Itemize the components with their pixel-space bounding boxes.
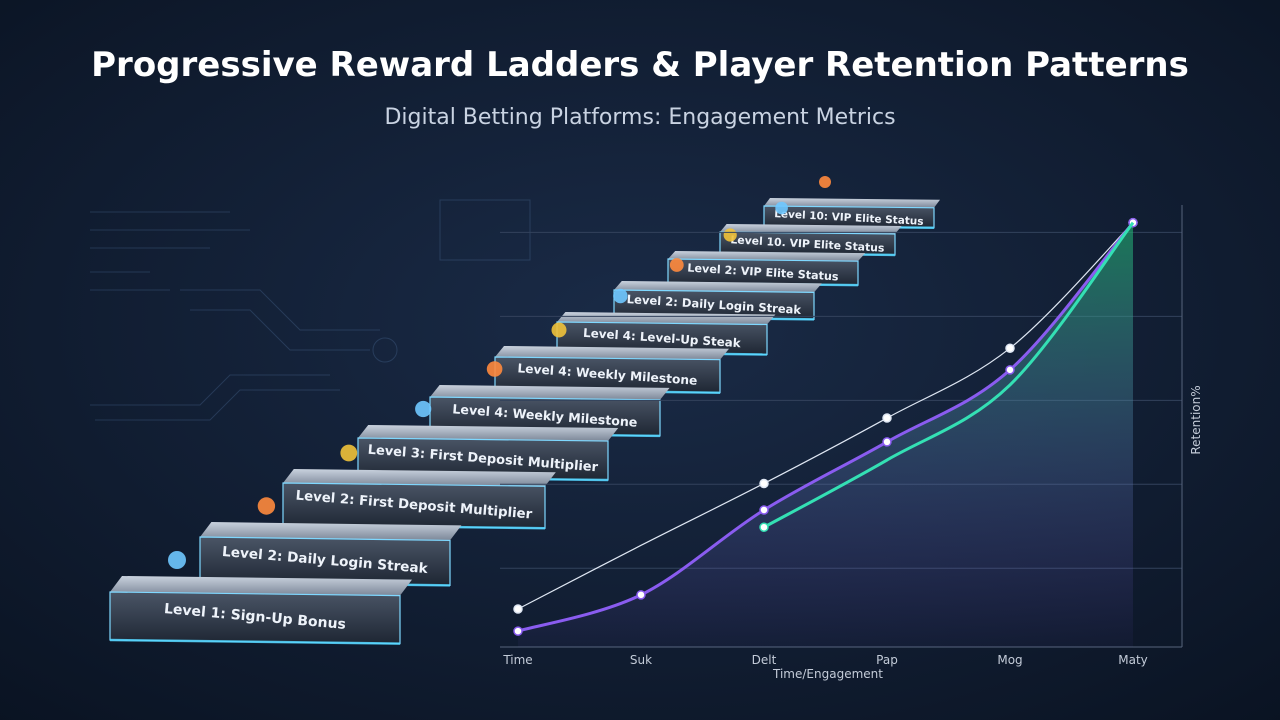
step-top bbox=[720, 224, 902, 234]
step-top bbox=[110, 576, 412, 596]
point bbox=[759, 522, 769, 532]
x-tick-label: Pap bbox=[876, 653, 898, 667]
step-icon bbox=[723, 228, 737, 242]
step-top bbox=[283, 469, 556, 487]
series-line bbox=[763, 221, 1135, 529]
step-icon bbox=[819, 176, 831, 188]
point bbox=[759, 478, 769, 489]
step-top bbox=[200, 522, 462, 541]
step-top bbox=[764, 198, 940, 208]
point bbox=[513, 604, 523, 614]
y-axis-label: Retention% bbox=[1189, 385, 1203, 454]
series-line bbox=[517, 222, 1134, 610]
step-top bbox=[668, 251, 866, 262]
x-tick-label: Suk bbox=[630, 653, 652, 667]
circuit-decor bbox=[90, 199, 531, 421]
point bbox=[759, 505, 769, 515]
step-icon bbox=[486, 361, 503, 377]
area bbox=[518, 222, 1133, 647]
step-icon bbox=[340, 444, 358, 462]
step-icon bbox=[168, 551, 186, 569]
step-icon bbox=[551, 322, 567, 338]
step-icon bbox=[775, 201, 788, 215]
point bbox=[882, 413, 892, 423]
series-line bbox=[517, 221, 1135, 633]
point bbox=[1005, 343, 1015, 353]
step-icon bbox=[415, 400, 432, 418]
step-icon bbox=[613, 288, 628, 304]
step-top bbox=[557, 312, 776, 325]
step-glow bbox=[109, 638, 401, 645]
x-tick-label: Mog bbox=[997, 653, 1022, 667]
point bbox=[513, 626, 523, 636]
step-top bbox=[495, 346, 729, 360]
step-top bbox=[614, 281, 822, 293]
step-top bbox=[430, 385, 670, 400]
step-icon bbox=[669, 258, 684, 272]
step-top bbox=[358, 425, 619, 442]
x-tick-label: Time bbox=[502, 653, 532, 667]
point bbox=[882, 437, 892, 447]
retention-chart: Time Suk Delt Pap Mog Maty Time/Engagement Rete… bbox=[500, 205, 1203, 681]
x-axis-label: Time/Engagement bbox=[772, 667, 883, 681]
subtitle: Digital Betting Platforms: Engagement Me… bbox=[384, 105, 895, 130]
title: Progressive Reward Ladders & Player Rete… bbox=[91, 45, 1189, 85]
step-icon bbox=[257, 497, 276, 515]
point bbox=[636, 590, 646, 600]
x-tick-label: Maty bbox=[1118, 653, 1148, 667]
x-tick-label: Delt bbox=[752, 653, 777, 667]
point bbox=[1005, 365, 1015, 375]
